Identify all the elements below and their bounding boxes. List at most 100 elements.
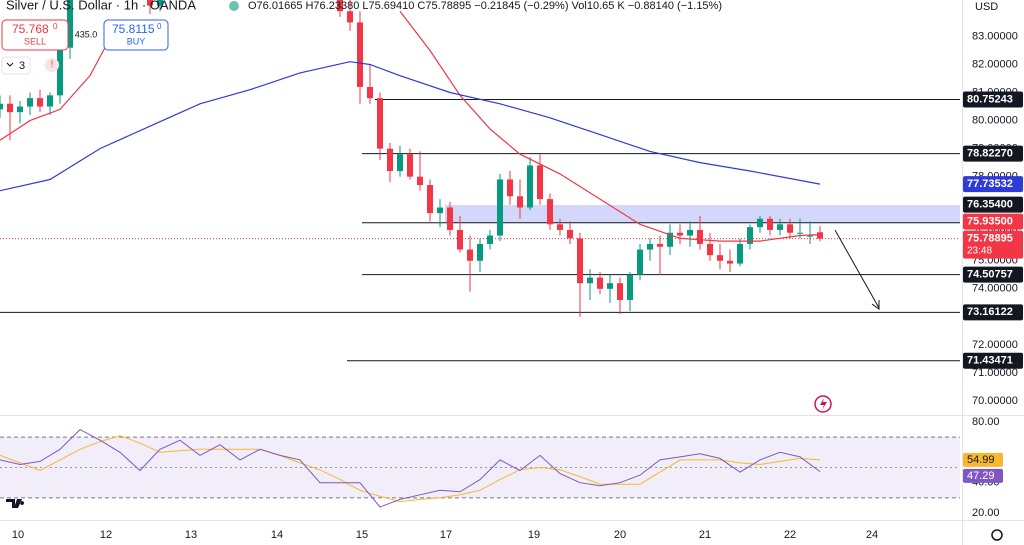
arrow-head <box>871 300 880 310</box>
candle-body <box>397 154 403 172</box>
candle-body <box>157 0 163 6</box>
price-badge-label: 73.16122 <box>967 306 1013 318</box>
x-tick-label: 10 <box>12 529 24 541</box>
axes: 70.0000071.0000072.0000073.0000074.00000… <box>12 30 1023 541</box>
candle-body <box>67 0 73 48</box>
candle-body <box>767 218 773 230</box>
candle-body <box>697 229 703 244</box>
candle-body <box>417 176 423 186</box>
candle-body <box>617 283 623 301</box>
price-badge-label: 74.50757 <box>967 268 1013 280</box>
candle-body <box>7 103 13 113</box>
x-tick-label: 24 <box>866 529 878 541</box>
candle-body <box>787 224 793 233</box>
moving-average <box>0 61 821 192</box>
sell-label: SELL <box>24 36 46 46</box>
candle-body <box>457 229 463 250</box>
candle-body <box>427 185 433 214</box>
x-tick-label: 22 <box>784 529 796 541</box>
sell-price-sup: 0 <box>53 22 58 31</box>
candle-body <box>17 106 23 113</box>
rsi-badge <box>963 452 1003 467</box>
buy-button[interactable] <box>103 19 169 51</box>
candle-body <box>817 232 823 239</box>
ohlc-stats: O76.01665 H76.23380 L75.69410 C75.78895 … <box>248 0 722 12</box>
price-badge <box>963 145 1023 162</box>
x-tick-label: 15 <box>356 529 368 541</box>
candle-body <box>347 11 353 23</box>
candle-body <box>47 95 53 107</box>
logo <box>6 499 25 508</box>
candle-body <box>27 98 33 107</box>
candle-body <box>797 232 803 234</box>
price-badge <box>963 230 1023 259</box>
candle-body <box>537 165 543 200</box>
candle-body <box>357 22 363 87</box>
price-badge <box>963 196 1023 213</box>
candle-body <box>387 148 393 172</box>
price-badge-label: 76.35400 <box>967 199 1013 211</box>
alert-icon[interactable] <box>814 395 832 413</box>
price-badge-label: 78.82270 <box>967 147 1013 159</box>
x-tick-label: 14 <box>271 529 283 541</box>
settings-icon[interactable] <box>991 529 1003 541</box>
candle-body <box>507 179 513 197</box>
warning-icon[interactable] <box>45 58 59 72</box>
candle-body <box>737 243 743 264</box>
candle-body <box>147 0 153 6</box>
candle-body <box>717 255 723 261</box>
candle-body <box>447 207 453 230</box>
zone <box>445 204 960 223</box>
y-tick-label: 70.00000 <box>972 395 1018 407</box>
candle-body <box>687 229 693 236</box>
x-tick-label: 19 <box>528 529 540 541</box>
candle-body <box>0 103 3 110</box>
x-tick-label: 20 <box>614 529 626 541</box>
candle-body <box>657 243 663 247</box>
x-tick-label: 13 <box>185 529 197 541</box>
candle-body <box>807 235 813 237</box>
price-badge <box>963 352 1023 369</box>
candle-body <box>677 232 683 236</box>
candle-body <box>377 98 383 149</box>
candle-body <box>747 227 753 244</box>
candle-body <box>627 274 633 301</box>
indicators-toggle[interactable] <box>1 56 31 75</box>
candle-body <box>587 277 593 284</box>
candle-body <box>527 165 533 208</box>
candle-body <box>557 224 563 230</box>
rsi-badge-label: 54.99 <box>967 454 995 466</box>
buy-price-sup: 0 <box>157 22 162 31</box>
indicator-count: 3 <box>19 60 25 72</box>
candle-body <box>637 249 643 275</box>
candle-body <box>547 199 553 225</box>
y-tick-label: 20.00 <box>972 507 1000 519</box>
candle-body <box>607 283 613 289</box>
candle-body <box>777 224 783 230</box>
candle-body <box>37 98 43 107</box>
price-badge <box>963 91 1023 108</box>
candle-body <box>727 260 733 264</box>
currency[interactable]: USD <box>975 1 998 13</box>
buy-price: 75.8115 <box>112 22 155 36</box>
candle-body <box>477 243 483 261</box>
countdown: 23:48 <box>967 245 992 256</box>
rsi-pane <box>0 428 960 508</box>
arrow-drawing <box>834 229 880 309</box>
alert-bolt <box>820 398 827 410</box>
candle-body <box>487 235 493 244</box>
rsi-line <box>0 435 821 503</box>
spread: 435.0 <box>75 29 98 39</box>
x-tick-label: 17 <box>440 529 452 541</box>
candle-body <box>757 218 763 228</box>
price-badge <box>963 176 1023 193</box>
y-tick-label: 72.00000 <box>972 339 1018 351</box>
symbol-title: Silver / U.S. Dollar · 1h · OANDA <box>6 0 196 12</box>
rsi-badge-label: 47.29 <box>967 470 995 482</box>
price-badge <box>963 213 1023 230</box>
sell-button[interactable] <box>1 19 69 51</box>
candle-body <box>517 196 523 208</box>
candle-body <box>667 232 673 247</box>
candle-body <box>647 243 653 250</box>
